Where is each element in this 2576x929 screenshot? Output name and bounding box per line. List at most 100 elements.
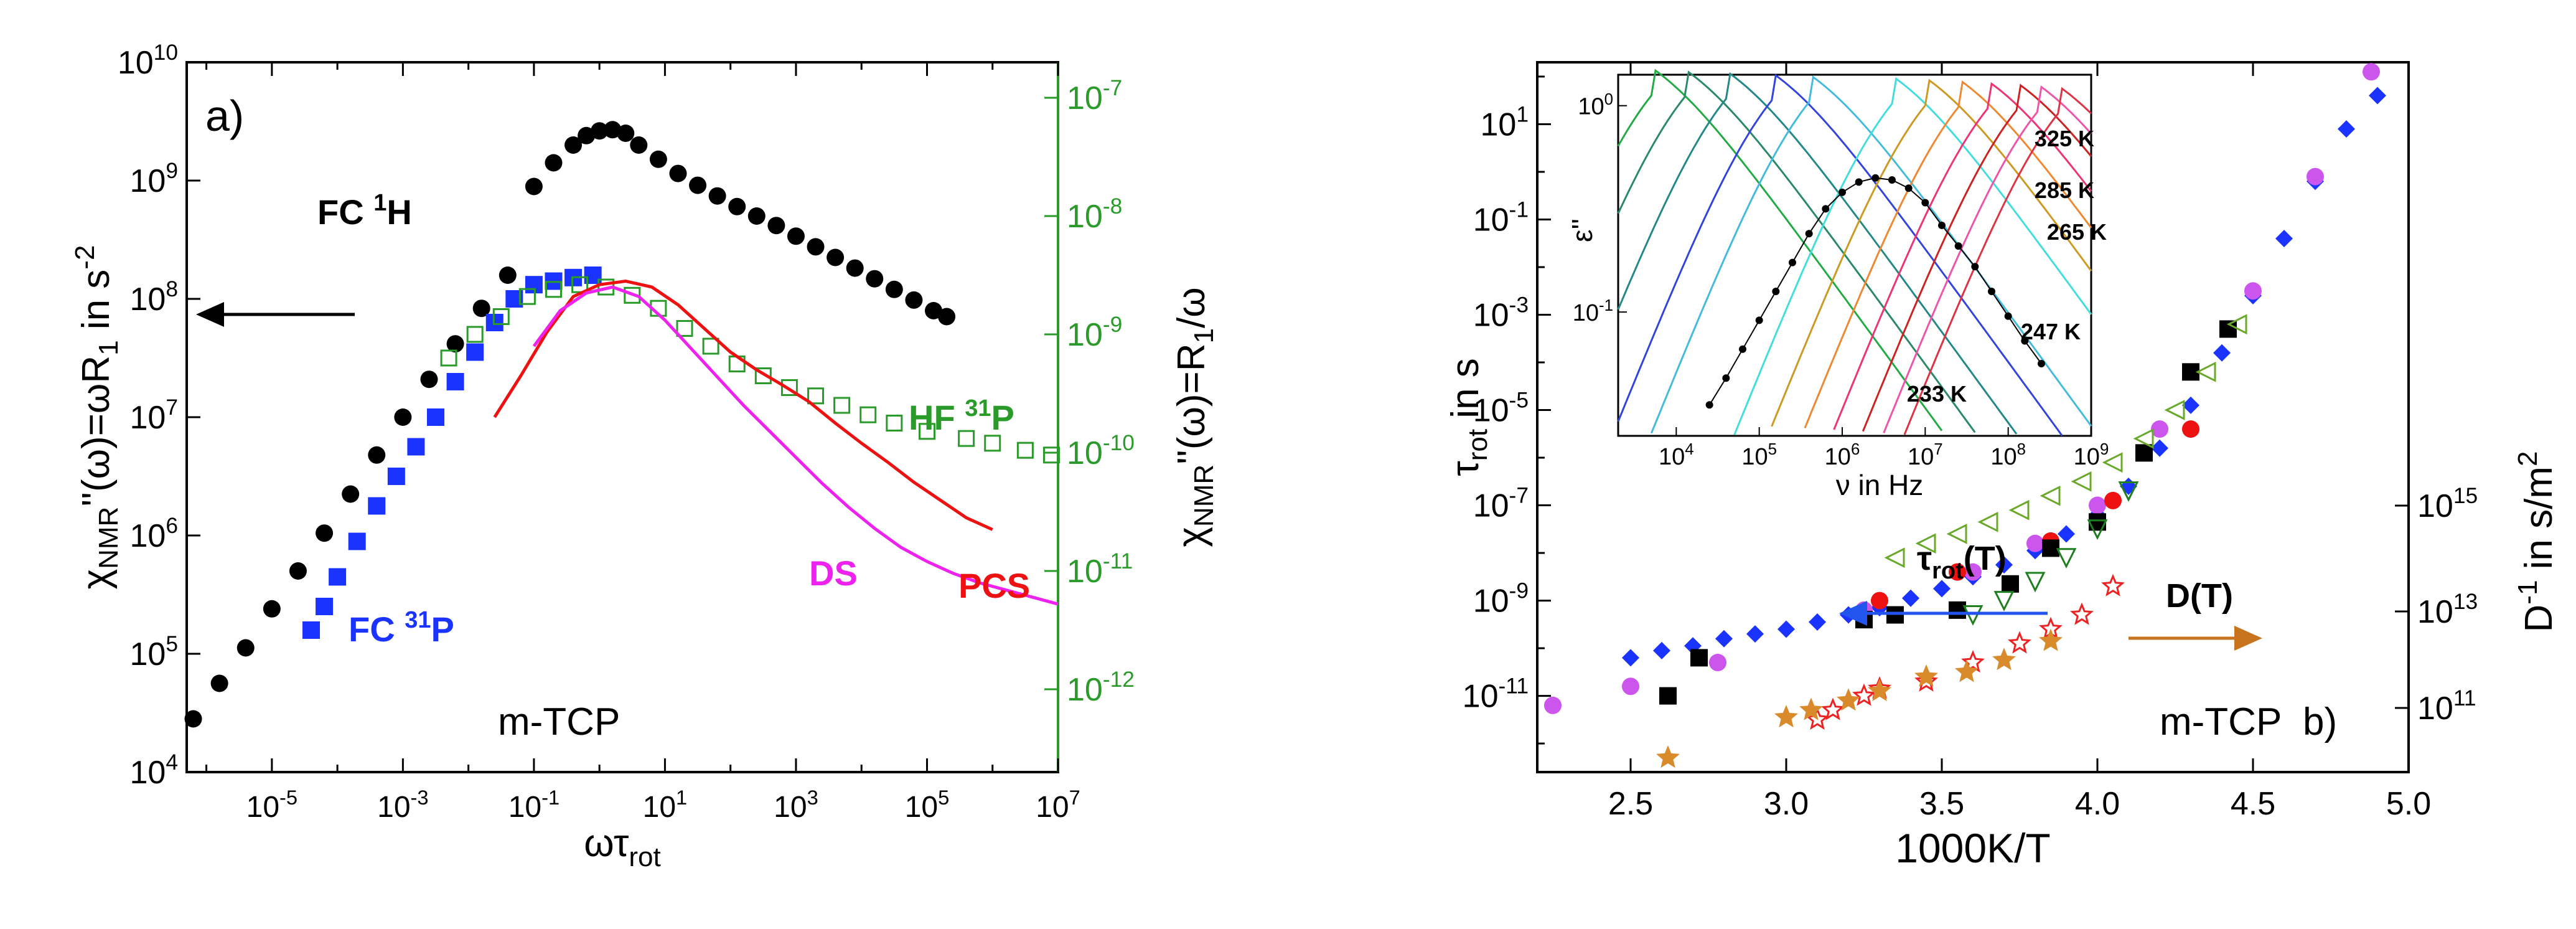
- data-point: [2008, 631, 2031, 654]
- data-point: [984, 435, 1001, 452]
- panel-a-ylabel-right: χNMR''(ω)=R1/ω: [1170, 287, 1219, 547]
- inset-curve: [1862, 83, 2092, 432]
- data-point: [407, 438, 425, 456]
- label-fc-1h: FC 1H: [317, 190, 412, 232]
- data-point: [545, 281, 562, 298]
- x-tick-label: 4.5: [2231, 786, 2275, 822]
- data-point: [316, 598, 334, 615]
- inset-curve: [1804, 80, 2092, 428]
- data-point: [394, 408, 412, 426]
- label-pcs: PCS: [958, 566, 1030, 605]
- data-point: [2071, 471, 2092, 492]
- data-point: [329, 568, 347, 586]
- panel-b-ylabel-left: τrot in s: [1444, 358, 1493, 476]
- data-point: [2025, 572, 2046, 593]
- data-point: [1653, 641, 1670, 659]
- data-point: [754, 367, 772, 384]
- y-tick-label: 104: [129, 750, 178, 791]
- data-point: [1809, 613, 1826, 631]
- data-point: [1821, 697, 1845, 720]
- inset-temp-265: 265 K: [2047, 219, 2107, 245]
- inset-dot: [2004, 312, 2012, 320]
- label-ds: DS: [809, 554, 858, 593]
- data-point: [886, 415, 903, 431]
- data-point: [2151, 439, 2168, 457]
- data-point: [938, 308, 956, 326]
- data-point: [708, 187, 726, 205]
- inset-dot: [1888, 176, 1896, 184]
- data-point: [1914, 664, 1938, 687]
- inset-x-tick-label: 104: [1659, 441, 1694, 470]
- y-right-tick-label: 10-10: [1067, 431, 1135, 471]
- x-tick-label: 10-1: [508, 786, 560, 824]
- data-point: [2182, 396, 2199, 414]
- y-tick-label: 106: [129, 514, 178, 554]
- panel-b-y-left-ticks: 10-11 10-9 10-7 10-5 10-3 10-1 101: [1463, 75, 1551, 745]
- tau-arrow-left: [1839, 601, 2048, 626]
- data-point: [669, 164, 687, 182]
- y-tick-label: 10-7: [1473, 484, 1529, 524]
- data-point: [2275, 230, 2293, 248]
- data-point: [747, 207, 766, 225]
- x-tick-label: 3.0: [1764, 786, 1809, 822]
- inset-temp-247: 247 K: [2021, 319, 2081, 344]
- inset-dot: [1838, 188, 1846, 196]
- data-point: [525, 177, 543, 196]
- data-point: [499, 266, 517, 284]
- inset-dot: [1938, 221, 1946, 229]
- data-point: [2087, 519, 2108, 540]
- inset-ylabel: ε'': [1566, 219, 1598, 242]
- data-point: [617, 125, 635, 142]
- data-point: [1746, 625, 1764, 643]
- data-point: [2070, 602, 2094, 625]
- inset-curve: [1617, 68, 1943, 431]
- panel-a: 10-5 10-3 10-1 101 103 105 107 104 105 106 107 108…: [70, 40, 1219, 872]
- data-point: [472, 299, 490, 318]
- data-point: [958, 430, 975, 447]
- inset-x-tick-label: 105: [1741, 441, 1777, 470]
- data-point: [1774, 705, 1798, 728]
- data-point: [1799, 697, 1823, 720]
- data-point: [2133, 428, 2154, 449]
- data-point: [2226, 314, 2247, 335]
- inset-curve: [1733, 77, 2092, 436]
- data-point: [2008, 499, 2030, 521]
- panel-b-series: [1544, 63, 2386, 768]
- y-right-tick-label: 10-11: [1067, 549, 1133, 590]
- inset-dot: [1988, 288, 1995, 295]
- data-point: [1933, 580, 1951, 598]
- data-point: [767, 217, 785, 235]
- label-fc-31p: FC 31P: [349, 607, 454, 649]
- data-point: [1962, 605, 1984, 626]
- y-tick-label: 109: [129, 159, 178, 199]
- data-point: [1914, 669, 1938, 692]
- data-point: [2219, 320, 2237, 338]
- inset-curve: [1617, 73, 2063, 436]
- x-tick-label: 10-5: [246, 786, 297, 824]
- y-right-tick-label: 1015: [2417, 484, 2478, 524]
- data-point: [446, 373, 464, 390]
- data-point: [728, 197, 746, 215]
- data-point: [2369, 87, 2386, 105]
- inset-curve: [1833, 82, 2092, 430]
- data-point: [446, 335, 464, 353]
- y-tick-label: 10-3: [1473, 293, 1529, 334]
- data-point: [316, 524, 334, 542]
- y-tick-label: 10-9: [1473, 579, 1529, 620]
- data-point: [1995, 556, 2013, 574]
- data-point: [1659, 687, 1677, 705]
- data-point: [342, 485, 360, 503]
- label-hf-31p: HF 31P: [909, 395, 1014, 437]
- panel-a-series: [184, 121, 1060, 728]
- inset-curve: [1903, 87, 2092, 435]
- inset-dot: [1921, 199, 1929, 207]
- tau-rot-annotation: τrot(T): [1917, 540, 2007, 584]
- panel-a-sample-label: m-TCP: [498, 700, 620, 743]
- panel-b-sample-label: m-TCP: [2160, 700, 2282, 743]
- inset-curve: [1617, 72, 2018, 435]
- panel-a-y-left-ticks: 104 105 106 107 108 109 1010: [118, 40, 200, 791]
- data-point: [1690, 649, 1708, 667]
- panel-a-y-right-ticks: 10-12 10-11 10-10 10-9 10-8 10-7: [1044, 76, 1135, 708]
- series-line-pcs: [493, 279, 993, 531]
